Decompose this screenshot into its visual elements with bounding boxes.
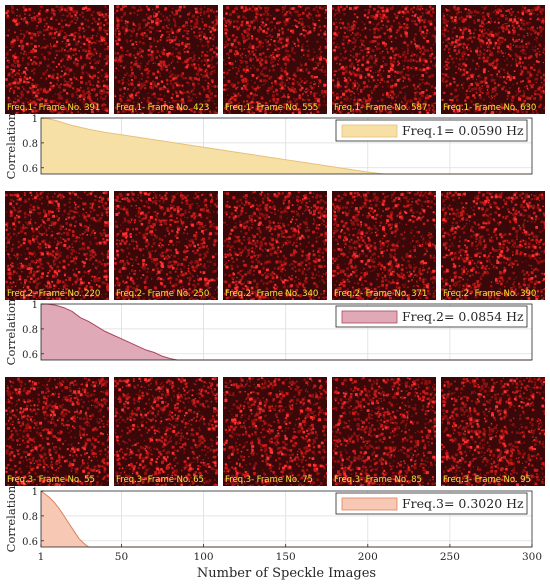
y-tick-label: 0.6 xyxy=(22,350,38,361)
axes-box xyxy=(40,117,533,175)
frame-label: Freq.2- Frame No. 250 xyxy=(116,289,210,299)
speckle-pattern xyxy=(114,5,218,114)
y-tick-label: 0.8 xyxy=(22,512,38,523)
frame-label: Freq.2- Frame No. 371 xyxy=(334,289,428,299)
speckle-pattern xyxy=(332,191,436,300)
y-tick-label: 1 xyxy=(32,114,38,125)
x-tick-label: 50 xyxy=(115,551,128,563)
correlation-plot-freq2: 0.6 0.8 1 Correlation Freq.2= 0.0854 Hz xyxy=(4,299,533,365)
speckle-pattern xyxy=(441,191,545,300)
x-tick-label: 250 xyxy=(440,551,460,563)
speckle-frame: Freq.1- Frame No. 587 xyxy=(332,5,436,114)
x-tick-label: 200 xyxy=(358,551,378,563)
speckle-pattern xyxy=(223,377,327,486)
speckle-frame: Freq.3- Frame No. 65 xyxy=(114,377,218,486)
y-tick-label: 0.8 xyxy=(22,325,38,336)
speckle-frame: Freq.2- Frame No. 250 xyxy=(114,191,218,300)
speckle-pattern xyxy=(223,5,327,114)
series-line xyxy=(40,117,532,175)
legend-label: Freq.3= 0.3020 Hz xyxy=(402,496,524,511)
speckle-frame: Freq.2- Frame No. 340 xyxy=(223,191,327,300)
x-axis-label: Number of Speckle Images xyxy=(197,566,376,581)
correlation-plot-freq3: 0.60.811 50 100 150 200 250 300CorrelationNumb… xyxy=(4,486,542,581)
frame-label: Freq.1- Frame No. 630 xyxy=(443,103,537,113)
legend-swatch xyxy=(341,497,398,511)
y-tick-label: 0.8 xyxy=(22,139,38,150)
frames-row-freq1: Freq.1- Frame No. 391 Freq.1- Frame No. … xyxy=(5,5,545,114)
speckle-pattern xyxy=(223,191,327,300)
speckle-pattern xyxy=(332,5,436,114)
speckle-frame: Freq.3- Frame No. 85 xyxy=(332,377,436,486)
frames-row-freq3: Freq.3- Frame No. 55 Freq.3- Frame No. 6… xyxy=(5,377,545,486)
speckle-pattern xyxy=(5,191,109,300)
frame-label: Freq.1- Frame No. 555 xyxy=(225,103,319,113)
y-axis-label: Correlation xyxy=(4,486,18,552)
speckle-pattern xyxy=(441,377,545,486)
frames-row-freq2: Freq.2- Frame No. 220 Freq.2- Frame No. … xyxy=(5,191,545,300)
legend-swatch xyxy=(341,310,398,324)
frame-label: Freq.3- Frame No. 75 xyxy=(225,475,313,485)
frame-label: Freq.3- Frame No. 65 xyxy=(116,475,204,485)
series-line xyxy=(40,490,532,548)
speckle-frame: Freq.2- Frame No. 390 xyxy=(441,191,545,300)
speckle-frame: Freq.3- Frame No. 55 xyxy=(5,377,109,486)
y-axis-label: Correlation xyxy=(4,299,18,365)
speckle-frame: Freq.2- Frame No. 371 xyxy=(332,191,436,300)
speckle-frame: Freq.1- Frame No. 630 xyxy=(441,5,545,114)
speckle-pattern xyxy=(441,5,545,114)
x-tick-label: 300 xyxy=(522,551,542,563)
frame-label: Freq.3- Frame No. 85 xyxy=(334,475,422,485)
speckle-pattern xyxy=(114,377,218,486)
legend: Freq.2= 0.0854 Hz xyxy=(335,305,528,328)
frame-label: Freq.1- Frame No. 587 xyxy=(334,103,428,113)
speckle-frame: Freq.1- Frame No. 391 xyxy=(5,5,109,114)
speckle-pattern xyxy=(5,5,109,114)
series-line xyxy=(41,303,532,361)
axes-box xyxy=(40,490,533,548)
frame-label: Freq.3- Frame No. 55 xyxy=(7,475,95,485)
speckle-frame: Freq.1- Frame No. 555 xyxy=(223,5,327,114)
legend-swatch xyxy=(341,124,398,138)
area-series xyxy=(41,304,532,360)
frame-label: Freq.2- Frame No. 220 xyxy=(7,289,101,299)
axes-box xyxy=(40,303,533,361)
frame-label: Freq.1- Frame No. 423 xyxy=(116,103,210,113)
y-tick-label: 0.6 xyxy=(22,537,38,548)
frame-label: Freq.2- Frame No. 390 xyxy=(443,289,537,299)
frame-label: Freq.1- Frame No. 391 xyxy=(7,103,101,113)
y-tick-label: 0.6 xyxy=(22,164,38,175)
speckle-pattern xyxy=(332,377,436,486)
legend-label: Freq.1= 0.0590 Hz xyxy=(402,123,524,138)
frame-label: Freq.3- Frame No. 95 xyxy=(443,475,531,485)
speckle-frame: Freq.2- Frame No. 220 xyxy=(5,191,109,300)
x-tick-label: 1 xyxy=(38,551,45,563)
legend-label: Freq.2= 0.0854 Hz xyxy=(402,309,524,324)
correlation-plot-freq1: 0.6 0.8 1 Correlation Freq.1= 0.0590 Hz xyxy=(4,113,533,179)
x-tick-label: 100 xyxy=(194,551,214,563)
speckle-frame: Freq.1- Frame No. 423 xyxy=(114,5,218,114)
speckle-frame: Freq.3- Frame No. 75 xyxy=(223,377,327,486)
speckle-pattern xyxy=(5,377,109,486)
frame-label: Freq.2- Frame No. 340 xyxy=(225,289,319,299)
y-axis-label: Correlation xyxy=(4,113,18,179)
y-tick-label: 1 xyxy=(32,487,38,498)
speckle-pattern xyxy=(114,191,218,300)
y-tick-label: 1 xyxy=(32,300,38,311)
speckle-frame: Freq.3- Frame No. 95 xyxy=(441,377,545,486)
legend: Freq.3= 0.3020 Hz xyxy=(335,492,528,515)
area-series xyxy=(41,118,532,174)
x-tick-label: 150 xyxy=(276,551,296,563)
legend: Freq.1= 0.0590 Hz xyxy=(335,119,528,142)
